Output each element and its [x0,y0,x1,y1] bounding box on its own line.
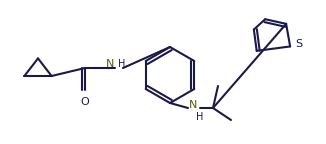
Text: N: N [189,100,197,110]
Text: N: N [106,59,114,69]
Text: H: H [196,112,203,122]
Text: S: S [295,39,302,49]
Text: O: O [81,97,89,107]
Text: H: H [118,59,126,69]
